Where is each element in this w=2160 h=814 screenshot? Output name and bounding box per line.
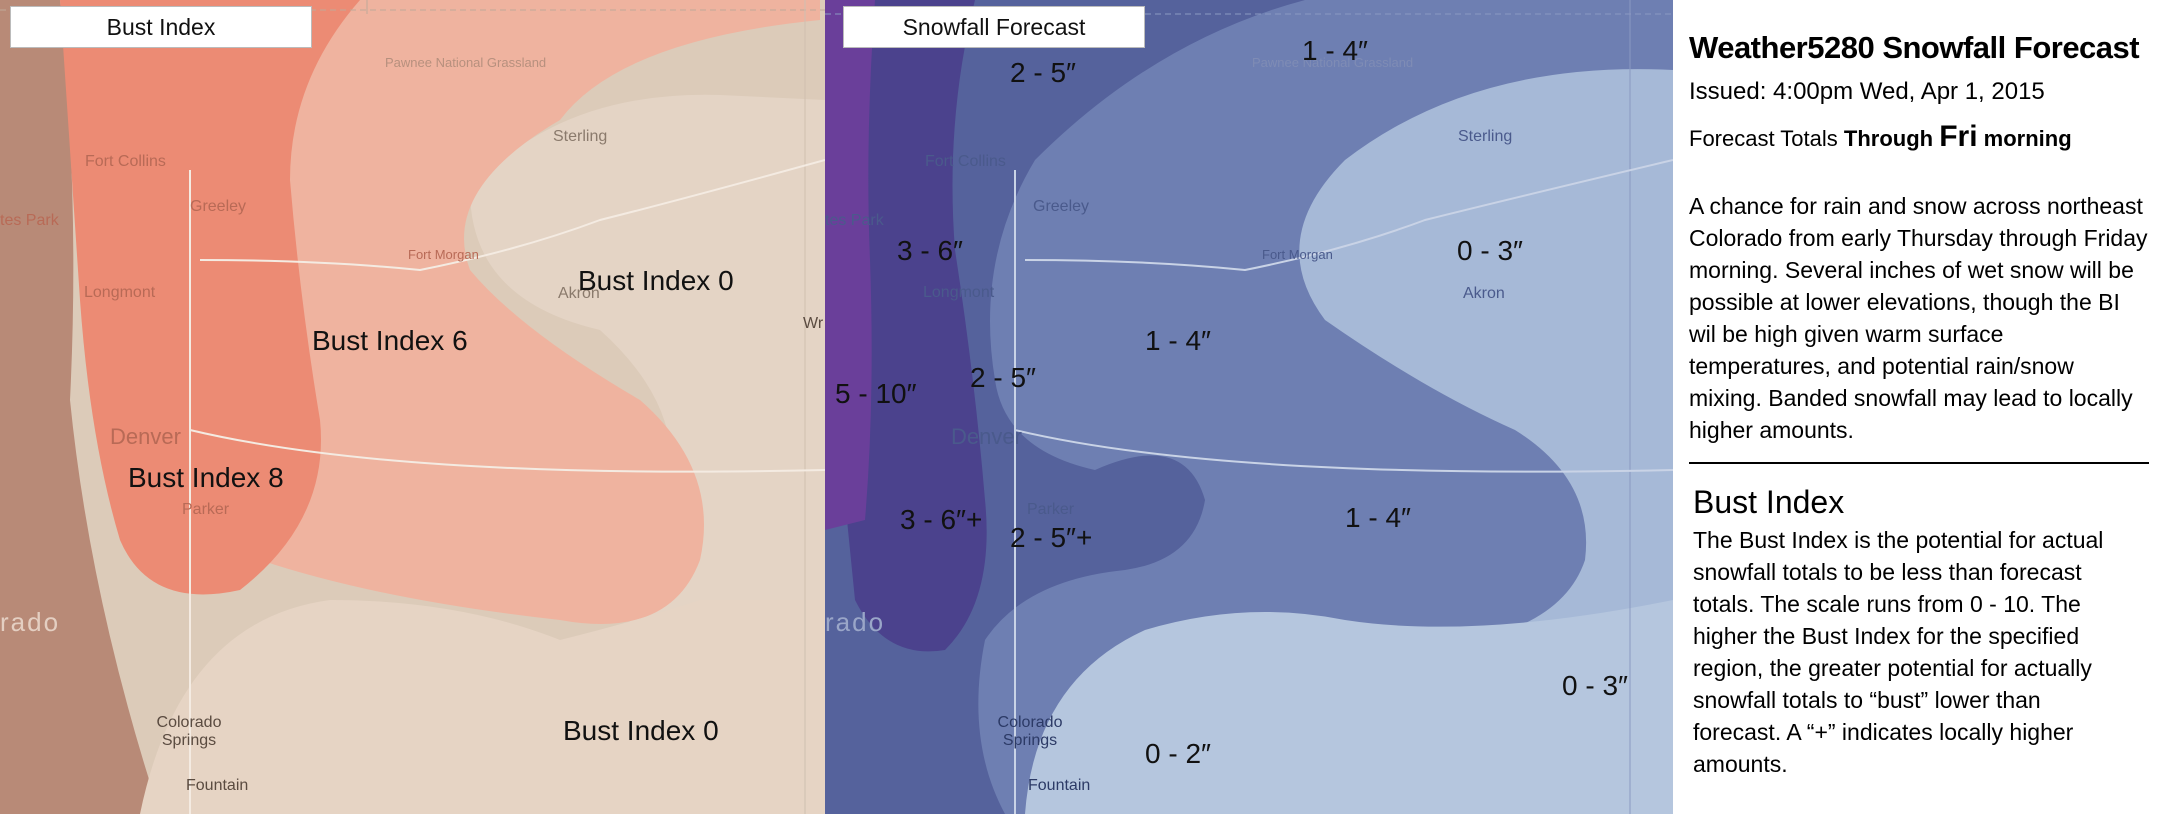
- band-5-10: [825, 0, 875, 530]
- highway-i70: [1014, 429, 1673, 473]
- place-colorado: rado: [825, 607, 886, 637]
- amount-label: 3 - 6″: [897, 235, 963, 266]
- band-0-2-south: [1025, 600, 1673, 814]
- bust-index-heading: Bust Index: [1693, 484, 1845, 520]
- amount-label: 0 - 2″: [1145, 738, 1211, 769]
- place-pawnee: Pawnee National Grassland: [385, 55, 547, 70]
- place-parker: Parker: [1027, 501, 1075, 518]
- place-sterling: Sterling: [553, 128, 608, 145]
- place-colorado: rado: [0, 607, 61, 637]
- place-colorado-springs: Colorado Springs: [156, 714, 222, 749]
- label-bust-index-8: Bust Index 8: [128, 462, 284, 493]
- amount-label: 3 - 6″+: [900, 504, 983, 535]
- place-pawnee: Pawnee National Grassland: [1252, 55, 1414, 70]
- place-sterling: Sterling: [1458, 128, 1513, 145]
- amount-label: 2 - 5″+: [1010, 522, 1093, 553]
- label-bust-index-0-south: Bust Index 0: [563, 715, 719, 746]
- region-bust-index-8: [60, 0, 360, 595]
- snowfall-forecast-map: Snowfall Forecast Pawnee National Grassl…: [825, 0, 1673, 814]
- bust-index-description: The Bust Index is the potential for actu…: [1693, 527, 2104, 777]
- forecast-period-day: Fri: [1939, 120, 1978, 153]
- issued-time: Issued: 4:00pm Wed, Apr 1, 2015: [1689, 78, 2045, 105]
- place-parker: Parker: [182, 501, 230, 518]
- label-bust-index-0-north: Bust Index 0: [578, 265, 734, 296]
- amount-label: 1 - 4″: [1145, 325, 1211, 356]
- mountain-terrain: [0, 0, 160, 814]
- place-fort-morgan: Fort Morgan: [408, 247, 479, 262]
- info-panel: Weather5280 Snowfall Forecast Issued: 4:…: [1673, 0, 2160, 814]
- snowfall-map-canvas: [825, 0, 1673, 814]
- place-colorado-springs: Colorado Springs: [997, 714, 1063, 749]
- place-fort-collins: Fort Collins: [85, 153, 166, 170]
- amount-label: 5 - 10″: [835, 378, 917, 409]
- place-fountain: Fountain: [186, 777, 249, 794]
- highway-i76: [199, 159, 825, 272]
- amount-label: 1 - 4″: [1302, 35, 1368, 66]
- forecast-period-time: morning: [1977, 126, 2072, 151]
- place-fort-collins: Fort Collins: [925, 153, 1006, 170]
- place-denver: Denver: [110, 424, 181, 449]
- place-fort-morgan: Fort Morgan: [1262, 247, 1333, 262]
- forecast-period-through: Through: [1843, 126, 1940, 151]
- forecast-period: Forecast Totals Through Fri morning: [1689, 120, 2072, 154]
- place-akron: Akron: [1463, 285, 1505, 302]
- bust-index-tab: Bust Index: [10, 6, 312, 48]
- band-0-3-north: [1299, 69, 1673, 650]
- place-estes-park: tes Park: [825, 212, 884, 229]
- place-wr: Wr: [803, 315, 824, 332]
- amount-label: 0 - 3″: [1562, 670, 1628, 701]
- snowfall-forecast-tab: Snowfall Forecast: [843, 6, 1145, 48]
- amount-label: 2 - 5″: [1010, 57, 1076, 88]
- place-longmont: Longmont: [923, 284, 995, 301]
- bust-index-map: Bust Index Pawnee National Grassland Ste…: [0, 0, 825, 814]
- forecast-title: Weather5280 Snowfall Forecast: [1689, 30, 2140, 65]
- amount-label: 0 - 3″: [1457, 235, 1523, 266]
- highway-i70: [189, 429, 825, 473]
- place-fountain: Fountain: [1028, 777, 1091, 794]
- amount-label: 2 - 5″: [970, 362, 1036, 393]
- place-longmont: Longmont: [84, 284, 156, 301]
- place-estes-park: tes Park: [0, 212, 59, 229]
- divider: [1689, 462, 2149, 464]
- forecast-period-prefix: Forecast Totals: [1689, 126, 1844, 151]
- bust-index-map-canvas: [0, 0, 825, 814]
- amount-label: 1 - 4″: [1345, 502, 1411, 533]
- place-greeley: Greeley: [1033, 198, 1090, 215]
- label-bust-index-6: Bust Index 6: [312, 325, 468, 356]
- place-denver: Denver: [951, 424, 1022, 449]
- region-bust-index-0-south: [140, 600, 825, 814]
- highway-i76: [1024, 159, 1673, 272]
- place-greeley: Greeley: [190, 198, 247, 215]
- place-akron: Akron: [558, 285, 600, 302]
- forecast-description: A chance for rain and snow across northe…: [1689, 193, 2148, 443]
